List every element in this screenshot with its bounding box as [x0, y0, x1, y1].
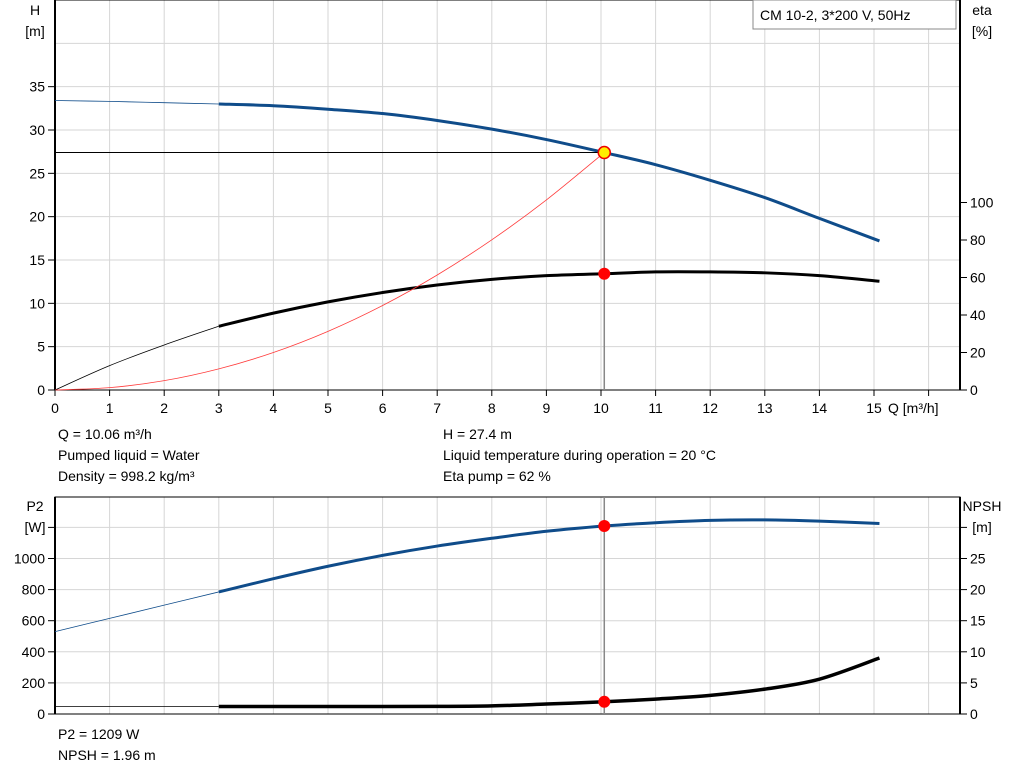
y-tick-label-right: 20 — [970, 345, 986, 361]
operating-point-eta — [598, 267, 611, 280]
x-tick-label: 11 — [648, 400, 663, 416]
x-tick-label: 6 — [379, 400, 387, 416]
operating-point-npsh — [598, 695, 611, 708]
legend-box — [752, 0, 957, 30]
y-tick-label-right: 80 — [970, 232, 986, 248]
y-tick-label-left: 1000 — [14, 551, 45, 567]
system-curve — [54, 152, 605, 391]
y-tick-label-left: 15 — [29, 252, 45, 268]
x-tick-label: 10 — [593, 400, 609, 416]
legend-title: CM 10-2, 3*200 V, 50Hz — [760, 7, 910, 23]
curve-head — [218, 102, 880, 243]
info-top-left: Q = 10.06 m³/h Pumped liquid = Water Den… — [58, 424, 200, 487]
x-tick-label: 12 — [702, 400, 718, 416]
curve-extrapolated — [54, 325, 219, 391]
y-tick-label-left: 200 — [22, 675, 46, 691]
y-axis-label-left: [m] — [25, 23, 44, 39]
curve-p2 — [218, 518, 880, 594]
info-liquid: Pumped liquid = Water — [58, 447, 200, 463]
plot-frame — [54, 0, 961, 391]
x-tick-label: 4 — [270, 400, 278, 416]
x-tick-label: 15 — [866, 400, 882, 416]
x-tick-label: 1 — [106, 400, 114, 416]
y-tick-label-right: 40 — [970, 307, 986, 323]
y-tick-label-right: 25 — [970, 551, 986, 567]
y-tick-label-left: 35 — [29, 79, 45, 95]
y-tick-label-right: 15 — [970, 613, 986, 629]
info-npsh: NPSH = 1.96 m — [58, 747, 156, 763]
info-top-right: H = 27.4 m Liquid temperature during ope… — [443, 424, 716, 487]
y-tick-label-left: 5 — [37, 339, 45, 355]
y-axis-label-right: NPSH — [963, 498, 1002, 514]
y-tick-label-right: 20 — [970, 582, 986, 598]
info-density: Density = 998.2 kg/m³ — [58, 468, 195, 484]
y-tick-label-right: 60 — [970, 270, 986, 286]
y-tick-label-left: 400 — [22, 644, 46, 660]
x-axis-label: Q [m³/h] — [888, 400, 939, 416]
info-bottom: P2 = 1209 W NPSH = 1.96 m — [58, 724, 156, 766]
info-eta: Eta pump = 62 % — [443, 468, 551, 484]
x-tick-label: 5 — [324, 400, 332, 416]
y-tick-label-right: 100 — [970, 195, 994, 211]
y-tick-label-right: 5 — [970, 675, 978, 691]
x-tick-label: 8 — [488, 400, 496, 416]
y-axis-label-left: P2 — [26, 498, 43, 514]
x-tick-label: 2 — [160, 400, 168, 416]
operating-point-head — [597, 145, 612, 160]
y-tick-label-right: 0 — [970, 706, 978, 722]
info-flow: Q = 10.06 m³/h — [58, 426, 152, 442]
x-tick-label: 13 — [757, 400, 773, 416]
info-temperature: Liquid temperature during operation = 20… — [443, 447, 716, 463]
curve-extrapolated — [54, 591, 219, 632]
y-axis-label-left: H — [30, 2, 40, 18]
y-axis-label-right: eta — [972, 2, 992, 18]
y-tick-label-right: 10 — [970, 644, 986, 660]
y-tick-label-left: 10 — [29, 295, 45, 311]
x-tick-label: 9 — [543, 400, 551, 416]
curve-extrapolated — [54, 100, 219, 105]
y-axis-label-left: [W] — [25, 519, 46, 535]
x-tick-label: 3 — [215, 400, 223, 416]
y-tick-label-left: 25 — [29, 165, 45, 181]
y-tick-label-left: 20 — [29, 209, 45, 225]
x-tick-label: 7 — [433, 400, 441, 416]
y-tick-label-right: 0 — [970, 382, 978, 398]
plot-frame — [54, 496, 961, 715]
curve-npsh — [218, 656, 881, 709]
x-tick-label: 0 — [51, 400, 59, 416]
curve-eta — [218, 270, 880, 328]
y-tick-label-left: 800 — [22, 582, 46, 598]
y-axis-label-right: [m] — [972, 519, 991, 535]
operating-point-p2 — [598, 520, 611, 533]
y-tick-label-left: 30 — [29, 122, 45, 138]
info-p2: P2 = 1209 W — [58, 726, 140, 742]
y-tick-label-left: 0 — [37, 706, 45, 722]
y-tick-label-left: 600 — [22, 613, 46, 629]
y-axis-label-right: [%] — [972, 23, 992, 39]
x-tick-label: 14 — [812, 400, 828, 416]
info-head: H = 27.4 m — [443, 426, 512, 442]
y-tick-label-left: 0 — [37, 382, 45, 398]
